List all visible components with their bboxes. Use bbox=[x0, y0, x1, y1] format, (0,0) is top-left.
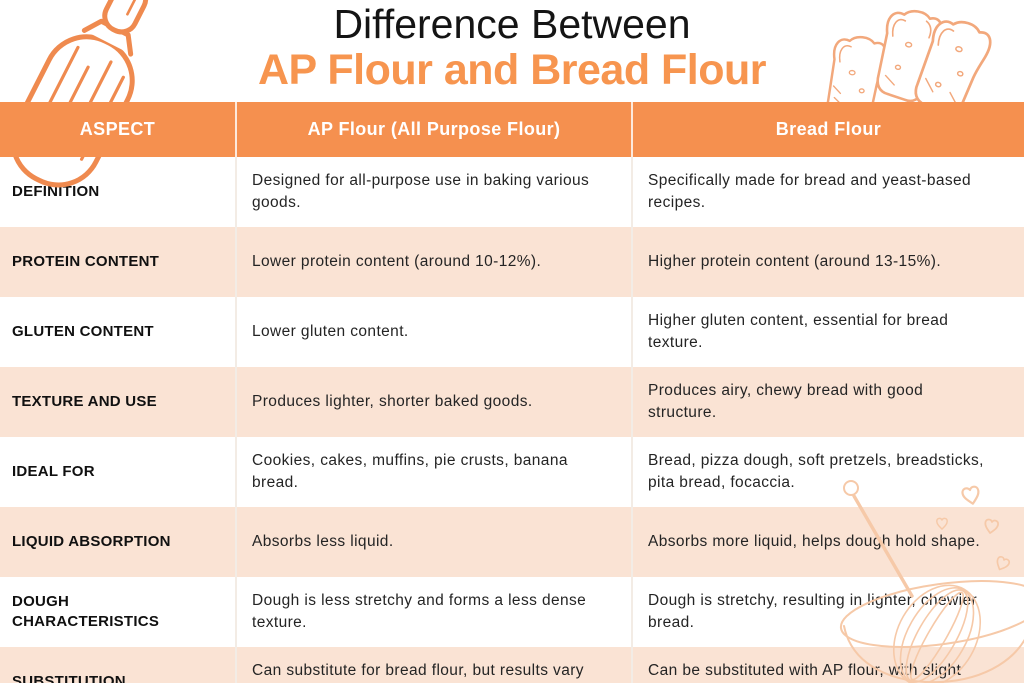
bread-flour-cell: Specifically made for bread and yeast-ba… bbox=[631, 157, 1024, 227]
ap-flour-cell: Dough is less stretchy and forms a less … bbox=[235, 577, 631, 647]
table-row: TEXTURE AND USE Produces lighter, shorte… bbox=[0, 367, 1024, 437]
bread-flour-cell: Absorbs more liquid, helps dough hold sh… bbox=[631, 507, 1024, 577]
bread-flour-cell: Can be substituted with AP flour, with s… bbox=[631, 647, 1024, 683]
bread-flour-cell: Dough is stretchy, resulting in lighter,… bbox=[631, 577, 1024, 647]
aspect-cell: PROTEIN CONTENT bbox=[0, 227, 235, 297]
column-header-aspect: ASPECT bbox=[0, 102, 235, 157]
bread-flour-cell: Bread, pizza dough, soft pretzels, bread… bbox=[631, 437, 1024, 507]
title-block: Difference Between AP Flour and Bread Fl… bbox=[0, 0, 1024, 93]
table-header-row: ASPECT AP Flour (All Purpose Flour) Brea… bbox=[0, 102, 1024, 157]
aspect-cell: SUBSTITUTION bbox=[0, 647, 235, 683]
ap-flour-cell: Produces lighter, shorter baked goods. bbox=[235, 367, 631, 437]
table-row: SUBSTITUTION Can substitute for bread fl… bbox=[0, 647, 1024, 683]
page-subtitle: AP Flour and Bread Flour bbox=[257, 46, 767, 95]
ap-flour-cell: Can substitute for bread flour, but resu… bbox=[235, 647, 631, 683]
column-header-ap-flour: AP Flour (All Purpose Flour) bbox=[235, 102, 631, 157]
page-title: Difference Between bbox=[333, 1, 691, 47]
table-row: GLUTEN CONTENT Lower gluten content. Hig… bbox=[0, 297, 1024, 367]
column-header-bread-flour: Bread Flour bbox=[631, 102, 1024, 157]
table-row: PROTEIN CONTENT Lower protein content (a… bbox=[0, 227, 1024, 297]
bread-flour-cell: Produces airy, chewy bread with good str… bbox=[631, 367, 1024, 437]
ap-flour-cell: Absorbs less liquid. bbox=[235, 507, 631, 577]
aspect-cell: LIQUID ABSORPTION bbox=[0, 507, 235, 577]
ap-flour-cell: Designed for all-purpose use in baking v… bbox=[235, 157, 631, 227]
table-row: DOUGH CHARACTERISTICS Dough is less stre… bbox=[0, 577, 1024, 647]
bread-flour-cell: Higher gluten content, essential for bre… bbox=[631, 297, 1024, 367]
aspect-cell: TEXTURE AND USE bbox=[0, 367, 235, 437]
aspect-cell: DOUGH CHARACTERISTICS bbox=[0, 577, 235, 647]
aspect-cell: GLUTEN CONTENT bbox=[0, 297, 235, 367]
ap-flour-cell: Lower gluten content. bbox=[235, 297, 631, 367]
aspect-cell: IDEAL FOR bbox=[0, 437, 235, 507]
aspect-cell: DEFINITION bbox=[0, 157, 235, 227]
table-row: IDEAL FOR Cookies, cakes, muffins, pie c… bbox=[0, 437, 1024, 507]
table-row: LIQUID ABSORPTION Absorbs less liquid. A… bbox=[0, 507, 1024, 577]
table-row: DEFINITION Designed for all-purpose use … bbox=[0, 157, 1024, 227]
ap-flour-cell: Cookies, cakes, muffins, pie crusts, ban… bbox=[235, 437, 631, 507]
ap-flour-cell: Lower protein content (around 10-12%). bbox=[235, 227, 631, 297]
comparison-table: ASPECT AP Flour (All Purpose Flour) Brea… bbox=[0, 102, 1024, 683]
bread-flour-cell: Higher protein content (around 13-15%). bbox=[631, 227, 1024, 297]
